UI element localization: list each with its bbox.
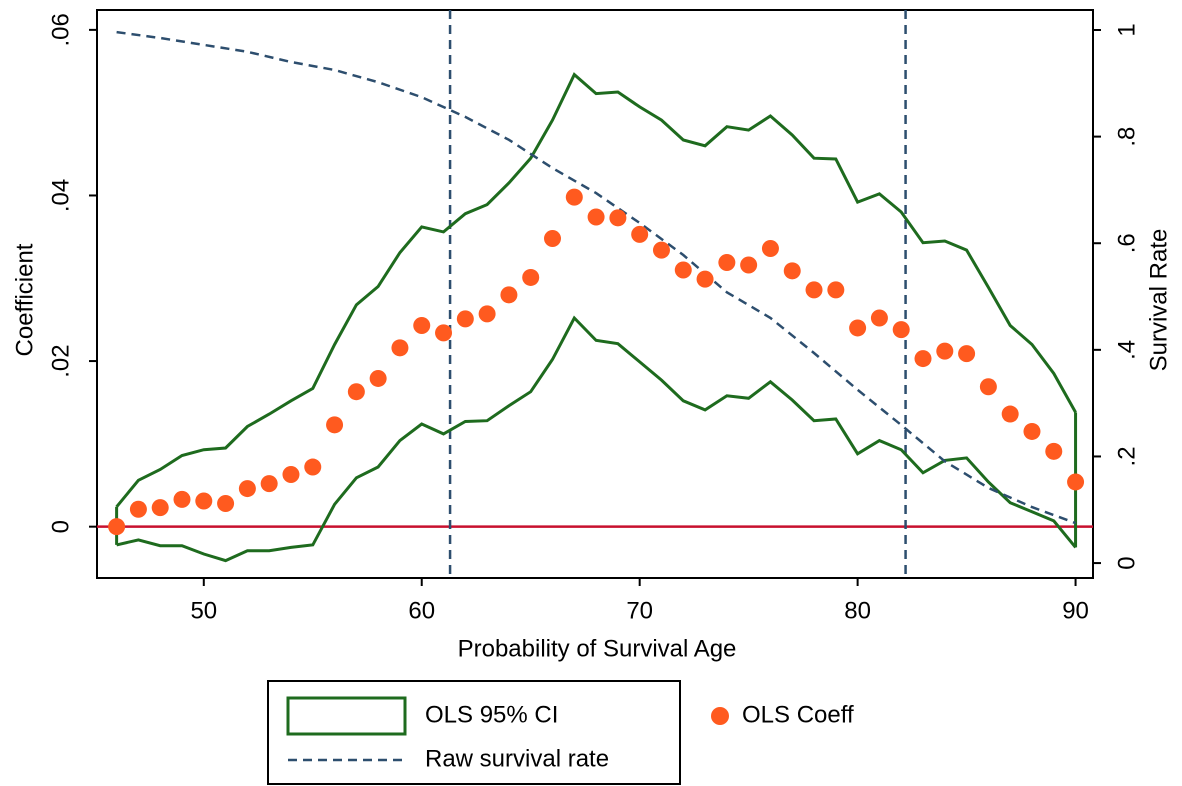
coef-point bbox=[718, 254, 736, 272]
coef-point bbox=[849, 319, 867, 337]
legend-label: OLS Coeff bbox=[742, 701, 854, 728]
coef-point bbox=[391, 339, 409, 357]
x-tick-label: 50 bbox=[190, 597, 217, 624]
coef-point bbox=[260, 475, 278, 493]
coef-point bbox=[740, 256, 758, 274]
coef-point bbox=[1045, 442, 1063, 460]
coef-point bbox=[369, 369, 387, 387]
coef-point bbox=[435, 324, 453, 342]
y-tick-label: .04 bbox=[47, 179, 74, 212]
coef-point bbox=[217, 494, 235, 512]
coef-point bbox=[870, 309, 888, 327]
coef-point bbox=[914, 350, 932, 368]
coef-point bbox=[413, 316, 431, 334]
y2-tick-label: .4 bbox=[1113, 340, 1140, 360]
coef-point bbox=[652, 241, 670, 259]
coef-point bbox=[761, 239, 779, 257]
legend-swatch bbox=[286, 696, 407, 736]
y-tick-label: .06 bbox=[47, 13, 74, 46]
coef-point bbox=[282, 466, 300, 484]
y-axis-title: Coefficient bbox=[11, 243, 38, 356]
plot-frame bbox=[96, 9, 1094, 579]
x-tick-label: 80 bbox=[844, 597, 871, 624]
survival-line bbox=[116, 30, 1077, 525]
coef-point bbox=[478, 305, 496, 323]
coef-point bbox=[195, 492, 213, 510]
coef-point bbox=[326, 416, 344, 434]
y2-tick-label: .6 bbox=[1113, 233, 1140, 253]
x-axis-title: Probability of Survival Age bbox=[458, 635, 737, 662]
coef-point bbox=[108, 518, 126, 536]
x-tick-label: 90 bbox=[1062, 597, 1089, 624]
coef-point bbox=[238, 480, 256, 498]
y2-tick-label: 0 bbox=[1113, 556, 1140, 569]
coef-point bbox=[1023, 422, 1041, 440]
y2-tick-label: .2 bbox=[1113, 446, 1140, 466]
coef-point bbox=[587, 208, 605, 226]
coef-point bbox=[500, 286, 518, 304]
legend-label: Raw survival rate bbox=[425, 745, 609, 772]
coef-point bbox=[544, 230, 562, 248]
coef-point bbox=[892, 321, 910, 339]
coef-point bbox=[631, 225, 649, 243]
coef-point bbox=[522, 268, 540, 286]
coef-point bbox=[979, 378, 997, 396]
coef-point bbox=[1001, 405, 1019, 423]
ci-lower bbox=[116, 315, 1077, 563]
x-tick-label: 60 bbox=[408, 597, 435, 624]
coef-point bbox=[783, 262, 801, 280]
coef-point bbox=[151, 499, 169, 517]
coef-point bbox=[456, 310, 474, 328]
coef-point bbox=[129, 500, 147, 518]
y2-tick-label: .8 bbox=[1113, 127, 1140, 147]
coef-point bbox=[173, 490, 191, 508]
coef-point bbox=[696, 270, 714, 288]
y2-axis-title: Survival Rate bbox=[1145, 229, 1172, 372]
y-tick-label: 0 bbox=[47, 520, 74, 533]
coef-point bbox=[347, 383, 365, 401]
coef-point bbox=[827, 281, 845, 299]
coef-point bbox=[1067, 473, 1085, 491]
legend-box bbox=[267, 680, 681, 785]
coef-point bbox=[958, 345, 976, 363]
y2-tick-label: 1 bbox=[1113, 23, 1140, 36]
coef-point bbox=[609, 209, 627, 227]
x-tick-label: 70 bbox=[626, 597, 653, 624]
coef-point bbox=[565, 188, 583, 206]
coef-point bbox=[936, 342, 954, 360]
coef-point bbox=[304, 458, 322, 476]
legend-swatch bbox=[711, 707, 729, 725]
ci-upper bbox=[115, 72, 1077, 508]
coef-point bbox=[805, 281, 823, 299]
legend-label: OLS 95% CI bbox=[425, 701, 558, 728]
y-tick-label: .02 bbox=[47, 344, 74, 377]
coef-point bbox=[674, 261, 692, 279]
